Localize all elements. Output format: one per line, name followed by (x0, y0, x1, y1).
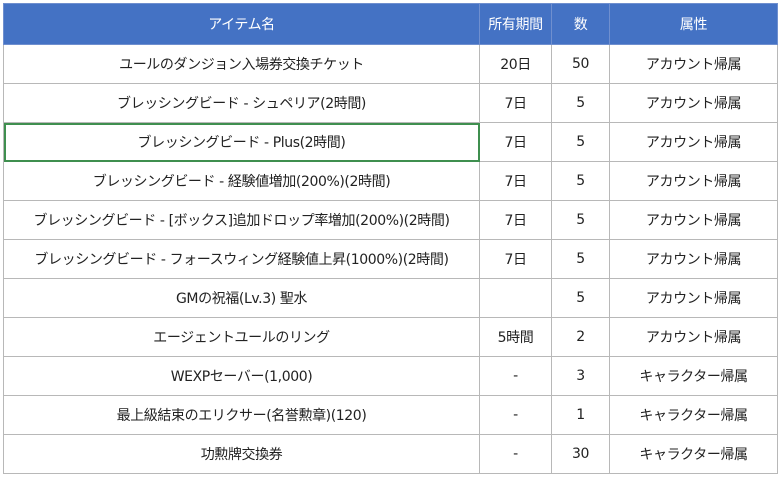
cell-count[interactable]: 5 (551, 161, 610, 201)
header-possession-period[interactable]: 所有期間 (479, 3, 552, 45)
header-item-name[interactable]: アイテム名 (3, 3, 480, 45)
cell-item-name[interactable]: GMの祝福(Lv.3) 聖水 (3, 278, 480, 318)
cell-item-name-selected[interactable]: ブレッシングビード - Plus(2時間) (3, 122, 480, 162)
cell-item-name[interactable]: ユールのダンジョン入場券交換チケット (3, 44, 480, 84)
cell-count[interactable]: 1 (551, 395, 610, 435)
cell-period[interactable] (479, 278, 552, 318)
cell-attribute[interactable]: アカウント帰属 (609, 161, 778, 201)
cell-attribute[interactable]: キャラクター帰属 (609, 356, 778, 396)
table-row: ブレッシングビード - シュペリア(2時間) 7日 5 アカウント帰属 (3, 83, 778, 123)
cell-attribute[interactable]: アカウント帰属 (609, 278, 778, 318)
cell-count[interactable]: 3 (551, 356, 610, 396)
cell-attribute[interactable]: キャラクター帰属 (609, 395, 778, 435)
cell-attribute[interactable]: アカウント帰属 (609, 44, 778, 84)
cell-count[interactable]: 5 (551, 278, 610, 318)
cell-count[interactable]: 5 (551, 83, 610, 123)
cell-period[interactable]: 7日 (479, 161, 552, 201)
cell-item-name[interactable]: 最上級結束のエリクサー(名誉勲章)(120) (3, 395, 480, 435)
cell-item-name[interactable]: ブレッシングビード - [ボックス]追加ドロップ率増加(200%)(2時間) (3, 200, 480, 240)
cell-period[interactable]: 7日 (479, 122, 552, 162)
cell-count[interactable]: 5 (551, 239, 610, 279)
cell-count[interactable]: 5 (551, 200, 610, 240)
table-row: ブレッシングビード - [ボックス]追加ドロップ率増加(200%)(2時間) 7… (3, 200, 778, 240)
table-row: ユールのダンジョン入場券交換チケット 20日 50 アカウント帰属 (3, 44, 778, 84)
cell-attribute[interactable]: アカウント帰属 (609, 83, 778, 123)
table-header: アイテム名 所有期間 数 属性 (3, 3, 778, 45)
cell-count[interactable]: 30 (551, 434, 610, 474)
cell-attribute[interactable]: アカウント帰属 (609, 239, 778, 279)
items-table: アイテム名 所有期間 数 属性 ユールのダンジョン入場券交換チケット 20日 5… (3, 3, 778, 474)
cell-count[interactable]: 5 (551, 122, 610, 162)
cell-period[interactable]: 7日 (479, 239, 552, 279)
table-row: ブレッシングビード - フォースウィング経験値上昇(1000%)(2時間) 7日… (3, 239, 778, 279)
header-count[interactable]: 数 (551, 3, 610, 45)
cell-item-name[interactable]: 功勲牌交換券 (3, 434, 480, 474)
table-row: エージェントユールのリング 5時間 2 アカウント帰属 (3, 317, 778, 357)
cell-attribute[interactable]: アカウント帰属 (609, 200, 778, 240)
cell-attribute[interactable]: アカウント帰属 (609, 122, 778, 162)
cell-count[interactable]: 2 (551, 317, 610, 357)
cell-period[interactable]: - (479, 395, 552, 435)
cell-attribute[interactable]: キャラクター帰属 (609, 434, 778, 474)
cell-period[interactable]: 7日 (479, 83, 552, 123)
cell-item-name[interactable]: エージェントユールのリング (3, 317, 480, 357)
cell-item-name[interactable]: ブレッシングビード - シュペリア(2時間) (3, 83, 480, 123)
cell-item-name[interactable]: WEXPセーバー(1,000) (3, 356, 480, 396)
cell-period[interactable]: 5時間 (479, 317, 552, 357)
cell-count[interactable]: 50 (551, 44, 610, 84)
header-row: アイテム名 所有期間 数 属性 (3, 3, 778, 45)
table-row: 功勲牌交換券 - 30 キャラクター帰属 (3, 434, 778, 474)
table-row: ブレッシングビード - Plus(2時間) 7日 5 アカウント帰属 (3, 122, 778, 162)
cell-period[interactable]: - (479, 356, 552, 396)
cell-attribute[interactable]: アカウント帰属 (609, 317, 778, 357)
table-body: ユールのダンジョン入場券交換チケット 20日 50 アカウント帰属 ブレッシング… (3, 44, 778, 474)
cell-period[interactable]: - (479, 434, 552, 474)
table-row: 最上級結束のエリクサー(名誉勲章)(120) - 1 キャラクター帰属 (3, 395, 778, 435)
table-row: WEXPセーバー(1,000) - 3 キャラクター帰属 (3, 356, 778, 396)
header-attribute[interactable]: 属性 (609, 3, 778, 45)
cell-period[interactable]: 7日 (479, 200, 552, 240)
table-row: GMの祝福(Lv.3) 聖水 5 アカウント帰属 (3, 278, 778, 318)
table-row: ブレッシングビード - 経験値増加(200%)(2時間) 7日 5 アカウント帰… (3, 161, 778, 201)
cell-item-name[interactable]: ブレッシングビード - 経験値増加(200%)(2時間) (3, 161, 480, 201)
cell-item-name[interactable]: ブレッシングビード - フォースウィング経験値上昇(1000%)(2時間) (3, 239, 480, 279)
cell-period[interactable]: 20日 (479, 44, 552, 84)
